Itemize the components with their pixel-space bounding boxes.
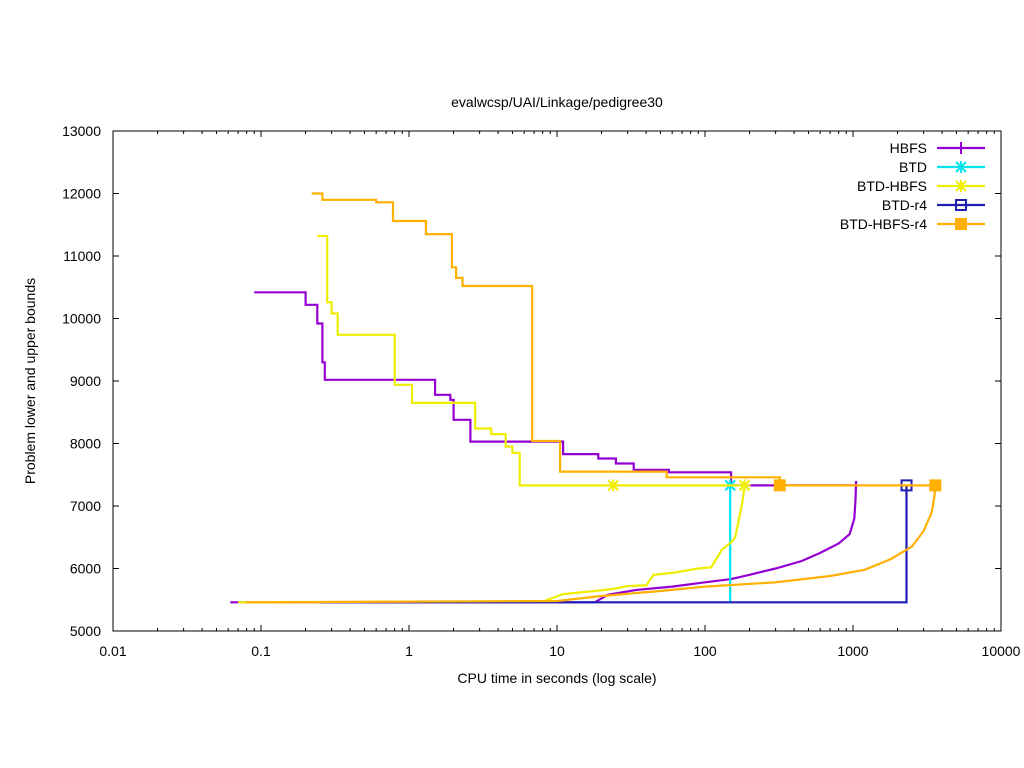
x-tick-label: 10 [549, 643, 565, 659]
series-btd-r4 [319, 479, 913, 604]
x-tick-label: 1000 [837, 643, 868, 659]
series-upper-line [311, 192, 936, 487]
y-axis-label: Problem lower and upper bounds [22, 278, 38, 484]
series-upper-line [319, 485, 908, 604]
y-tick-label: 13000 [62, 123, 101, 139]
legend-label: HBFS [890, 140, 927, 156]
series-btd-hbfs [238, 234, 751, 604]
y-tick-label: 9000 [70, 373, 101, 389]
series-upper-line [317, 234, 745, 487]
legend-label: BTD-HBFS [857, 178, 927, 194]
series-lower-line [230, 480, 858, 604]
y-tick-label: 6000 [70, 561, 101, 577]
series-upper-line [254, 291, 857, 487]
x-tick-label: 100 [693, 643, 717, 659]
y-tick-label: 10000 [62, 311, 101, 327]
y-tick-label: 12000 [62, 186, 101, 202]
data-point [738, 479, 751, 492]
legend-marker [955, 180, 967, 192]
data-point [607, 479, 620, 492]
x-tick-label: 1 [405, 643, 413, 659]
data-point [929, 479, 942, 492]
plot-frame [112, 130, 1002, 632]
series-lower-line [246, 485, 937, 604]
legend: HBFS BTD BTD-HBFS BTD-r4 BTD-HBFS-r4 [840, 140, 985, 232]
legend-label: BTD [899, 159, 927, 175]
plot-series [230, 192, 942, 604]
legend-marker [955, 142, 967, 154]
y-tick-label: 8000 [70, 436, 101, 452]
y-tick-label: 5000 [70, 623, 101, 639]
y-tick-label: 7000 [70, 498, 101, 514]
y-tick-label: 11000 [63, 248, 101, 264]
series-btd-hbfs-r4 [246, 192, 942, 604]
axis-ticks: 0.01 0.1 1 10 100 1000 10000 5000 6000 7000 8000 90… [62, 123, 1021, 659]
x-tick-label: 0.01 [99, 643, 126, 659]
series-lower-line [238, 485, 746, 604]
legend-label: BTD-HBFS-r4 [840, 216, 927, 232]
legend-marker [955, 161, 967, 173]
legend-marker [955, 218, 967, 230]
legend-marker [955, 199, 967, 211]
series-hbfs [230, 291, 858, 604]
data-point [773, 479, 786, 492]
x-tick-label: 0.1 [251, 643, 271, 659]
legend-label: BTD-r4 [882, 197, 927, 213]
x-tick-label: 10000 [982, 643, 1021, 659]
x-axis-label: CPU time in seconds (log scale) [457, 670, 656, 686]
chart-title: evalwcsp/UAI/Linkage/pedigree30 [451, 94, 663, 110]
